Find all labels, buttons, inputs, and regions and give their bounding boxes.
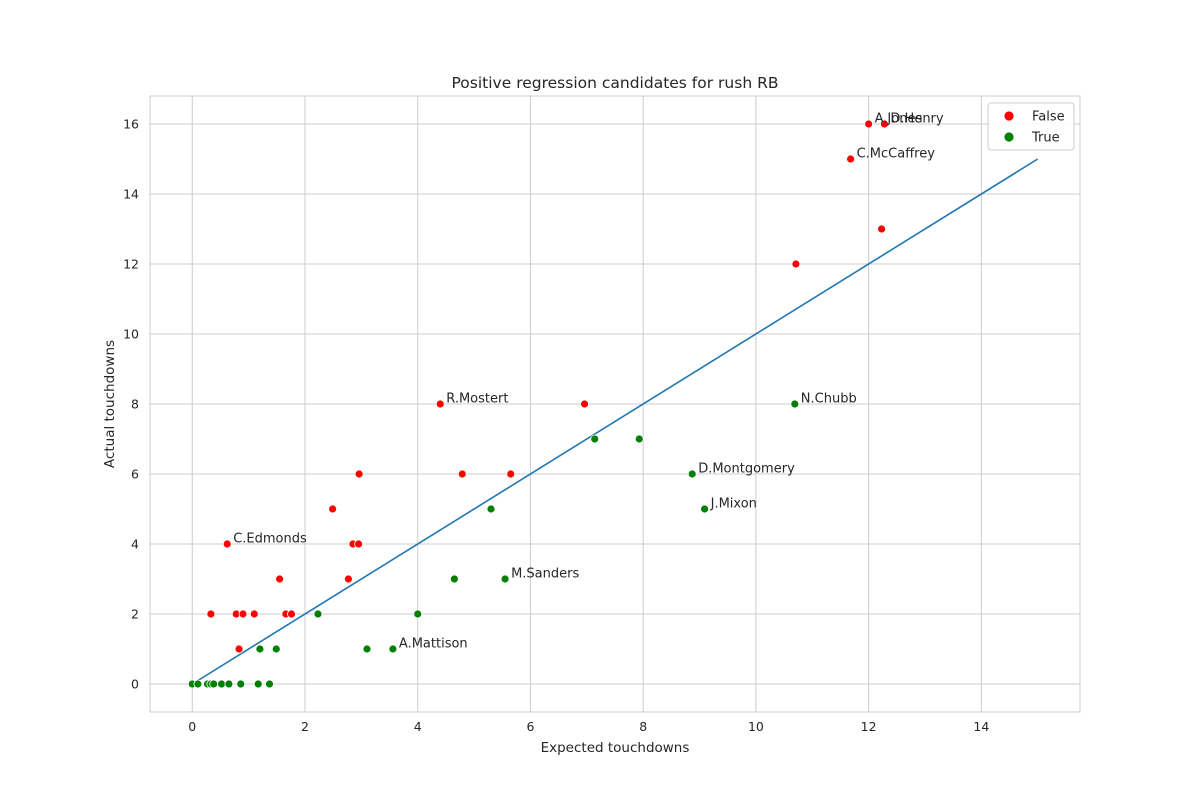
data-point-false	[238, 609, 248, 619]
data-point-false	[206, 609, 216, 619]
point-annotation: A.Jones	[875, 112, 923, 127]
reference-line	[191, 158, 1039, 685]
data-point-true	[700, 504, 710, 514]
x-tick-label: 2	[301, 719, 309, 734]
data-point-false	[435, 399, 445, 409]
y-tick-label: 6	[131, 467, 139, 482]
data-point-true	[271, 644, 281, 654]
data-point-false	[846, 154, 855, 164]
data-point-false	[287, 609, 296, 619]
data-point-true	[255, 644, 265, 654]
data-point-false	[275, 574, 285, 584]
point-annotation: J.Mixon	[710, 497, 757, 512]
point-annotation: N.Chubb	[801, 392, 857, 407]
data-point-false	[580, 399, 589, 409]
data-point-false	[354, 469, 364, 479]
x-tick-label: 0	[188, 719, 196, 734]
y-tick-label: 2	[131, 607, 139, 622]
data-point-true	[253, 679, 263, 689]
data-point-true	[388, 644, 398, 654]
x-tick-label: 4	[414, 719, 422, 734]
data-point-false	[506, 469, 516, 479]
point-annotation: D.Henry	[890, 112, 944, 127]
point-annotation: C.Edmonds	[233, 532, 307, 547]
data-point-true	[265, 679, 274, 689]
x-tick-label: 12	[861, 719, 877, 734]
x-tick-label: 8	[639, 719, 647, 734]
data-points	[187, 119, 889, 689]
y-tick-label: 12	[123, 257, 139, 272]
data-point-false	[328, 504, 338, 514]
y-tick-label: 8	[131, 397, 139, 412]
legend-label-false: False	[1032, 110, 1065, 125]
y-tick-label: 16	[123, 117, 139, 132]
data-point-false	[877, 224, 886, 234]
data-point-false	[343, 574, 353, 584]
point-annotation: A.Mattison	[399, 637, 468, 652]
data-point-false	[864, 119, 874, 129]
data-point-false	[222, 539, 232, 549]
data-point-false	[234, 644, 244, 654]
data-point-true	[486, 504, 496, 514]
y-tick-label: 14	[123, 187, 139, 202]
legend-marker-true	[1003, 131, 1015, 143]
data-point-true	[236, 679, 246, 689]
data-point-true	[449, 574, 459, 584]
x-axis-label: Expected touchdowns	[541, 740, 690, 756]
x-tick-label: 14	[973, 719, 989, 734]
x-tick-label: 6	[526, 719, 534, 734]
x-tick-label: 10	[748, 719, 764, 734]
y-tick-label: 4	[131, 537, 139, 552]
point-annotation: C.McCaffrey	[857, 147, 936, 162]
data-point-false	[457, 469, 467, 479]
data-point-true	[362, 644, 372, 654]
data-point-false	[791, 259, 801, 269]
y-tick-label: 0	[131, 677, 139, 692]
data-point-true	[687, 469, 697, 479]
point-annotation: R.Mostert	[446, 392, 508, 407]
data-point-true	[193, 679, 203, 689]
tick-labels: 0 2 4 6 8 10 12 14 0 2 4 6 8 10 12 14 16	[123, 117, 989, 735]
data-point-true	[413, 609, 423, 619]
data-point-true	[217, 679, 226, 689]
data-point-true	[790, 399, 800, 409]
data-point-true	[500, 574, 510, 584]
data-point-true	[313, 609, 323, 619]
reference-line-group	[191, 158, 1039, 685]
point-annotation: D.Montgomery	[698, 462, 795, 477]
y-tick-label: 10	[123, 327, 139, 342]
chart-title: Positive regression candidates for rush …	[452, 74, 779, 92]
data-point-false	[354, 539, 363, 549]
data-point-true	[634, 434, 644, 444]
data-point-false	[880, 119, 889, 129]
legend-label-true: True	[1031, 131, 1060, 146]
y-axis-label: Actual touchdowns	[102, 340, 118, 468]
legend-marker-false	[1003, 110, 1015, 122]
data-point-false	[249, 609, 259, 619]
point-annotation: M.Sanders	[511, 567, 579, 582]
data-point-true	[590, 434, 600, 444]
legend: False True	[987, 102, 1075, 151]
data-point-true	[224, 679, 234, 689]
data-point-true	[209, 679, 219, 689]
